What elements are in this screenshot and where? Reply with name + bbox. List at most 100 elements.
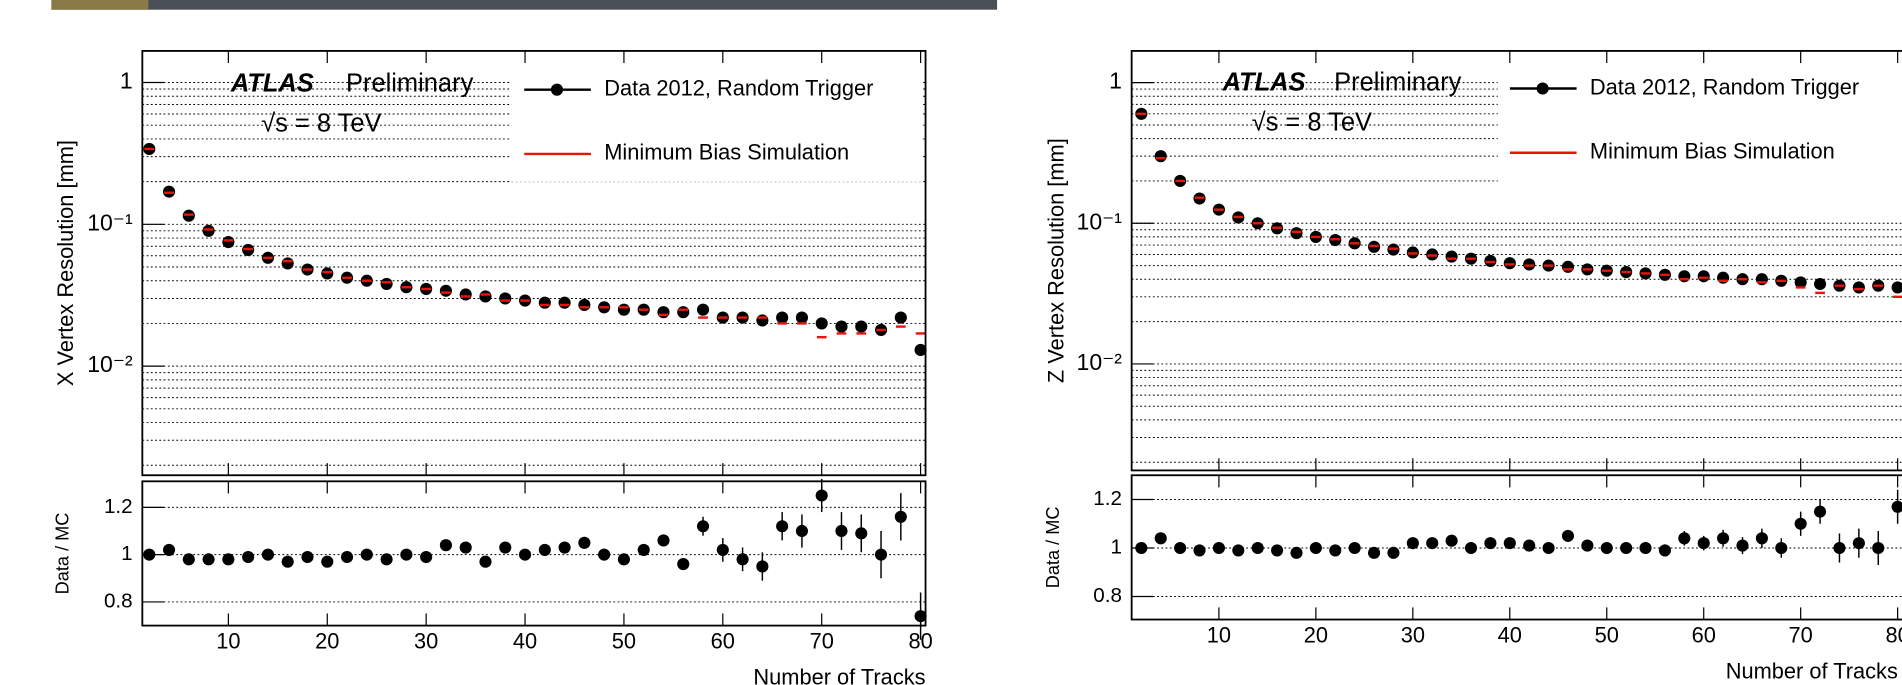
x-axis-label: Number of Tracks bbox=[1726, 659, 1898, 684]
ratio-point bbox=[815, 489, 828, 502]
ratio-point bbox=[1271, 544, 1284, 557]
data-point bbox=[795, 311, 808, 324]
ratio-point bbox=[301, 550, 314, 564]
legend-background bbox=[509, 66, 922, 182]
ratio-point bbox=[1503, 537, 1516, 550]
ratio-point bbox=[143, 548, 156, 561]
ratio-point bbox=[1678, 532, 1691, 545]
data-point bbox=[677, 306, 690, 319]
ratio-point bbox=[855, 527, 868, 540]
ratio-point bbox=[1794, 517, 1807, 530]
ratio-point bbox=[162, 543, 176, 556]
legend-marker bbox=[550, 83, 564, 96]
ratio-point bbox=[874, 548, 888, 561]
x-tick-label: 80 bbox=[1886, 622, 1902, 647]
ratio-point bbox=[1290, 546, 1303, 559]
ratio-point bbox=[1154, 532, 1167, 545]
panel-frame bbox=[141, 50, 927, 477]
annotation: Preliminary bbox=[1334, 68, 1462, 96]
ratio-point bbox=[1464, 541, 1478, 555]
ratio-point bbox=[1542, 541, 1555, 555]
panel-frame bbox=[1130, 50, 1902, 472]
ratio-point bbox=[182, 553, 195, 566]
x-tick-label: 70 bbox=[810, 628, 834, 653]
ratio-point bbox=[696, 520, 710, 533]
data-point bbox=[1678, 270, 1691, 283]
ratio-point bbox=[677, 558, 690, 571]
y-tick-label: 1 bbox=[120, 68, 133, 94]
ratio-point bbox=[1406, 537, 1419, 550]
ratio-point bbox=[242, 550, 255, 564]
data-point bbox=[1852, 281, 1865, 294]
ratio-point bbox=[1852, 537, 1865, 550]
ratio-point bbox=[835, 524, 848, 538]
ratio-point bbox=[736, 553, 749, 566]
ratio-point bbox=[321, 555, 334, 568]
data-point bbox=[1154, 150, 1167, 163]
ratio-point bbox=[222, 553, 235, 566]
ratio-point bbox=[1309, 541, 1322, 555]
ratio-point bbox=[420, 550, 433, 564]
data-point bbox=[380, 277, 393, 290]
x-tick-label: 40 bbox=[513, 628, 537, 653]
legend-background bbox=[1497, 66, 1902, 182]
ratio-point bbox=[360, 548, 373, 561]
ratio-point bbox=[1523, 539, 1536, 552]
data-point bbox=[321, 267, 334, 280]
x-axis-label: Number of Tracks bbox=[753, 665, 925, 685]
data-point bbox=[479, 290, 492, 303]
annotation: √s = 8 TeV bbox=[261, 110, 381, 138]
legend-marker bbox=[1536, 82, 1549, 95]
ratio-point bbox=[637, 543, 650, 556]
ratio-point bbox=[558, 541, 571, 554]
ratio-point bbox=[1600, 541, 1613, 555]
y-tick-label: 10⁻¹ bbox=[1077, 208, 1123, 234]
data-point bbox=[558, 296, 571, 309]
y-tick-label: 0.8 bbox=[104, 589, 133, 612]
ratio-point bbox=[202, 553, 215, 566]
data-point bbox=[202, 224, 215, 237]
ratio-point bbox=[894, 510, 907, 523]
data-point bbox=[1814, 277, 1827, 291]
ratio-point bbox=[795, 524, 808, 538]
ratio-point bbox=[1484, 537, 1497, 550]
ratio-point bbox=[380, 553, 393, 566]
ratio-point bbox=[538, 543, 551, 556]
data-point bbox=[499, 292, 512, 305]
y-tick-label: 1 bbox=[121, 542, 132, 565]
ratio-point bbox=[1775, 541, 1788, 555]
y-tick-label: 10⁻² bbox=[87, 351, 133, 377]
data-point bbox=[578, 298, 591, 312]
ratio-point bbox=[340, 550, 354, 564]
y-axis-label: Z Vertex Resolution [mm] bbox=[1043, 138, 1068, 383]
data-point bbox=[855, 320, 868, 333]
banner-strip-accent bbox=[51, 0, 149, 10]
y-tick-label: 0.8 bbox=[1093, 584, 1122, 607]
ratio-point bbox=[1193, 544, 1206, 557]
y-axis-label: Data / MC bbox=[52, 513, 72, 595]
data-point bbox=[1445, 250, 1458, 263]
ratio-point bbox=[1581, 539, 1594, 552]
ratio-point bbox=[439, 539, 452, 552]
data-point bbox=[1561, 260, 1575, 273]
x-tick-label: 20 bbox=[1304, 622, 1328, 647]
data-point bbox=[756, 314, 769, 327]
data-point bbox=[222, 235, 235, 249]
ratio-point bbox=[657, 534, 670, 547]
ratio-point bbox=[598, 548, 611, 561]
data-point bbox=[1794, 276, 1807, 289]
y-axis-label: X Vertex Resolution [mm] bbox=[53, 140, 78, 386]
legend-label: Data 2012, Random Trigger bbox=[1590, 74, 1859, 99]
ratio-point bbox=[1658, 544, 1671, 557]
ratio-point bbox=[914, 610, 927, 623]
ratio-point bbox=[1445, 534, 1458, 547]
data-point bbox=[459, 288, 472, 301]
ratio-point bbox=[1755, 532, 1768, 545]
ratio-point bbox=[716, 543, 729, 556]
y-tick-label: 1.2 bbox=[1093, 487, 1122, 510]
x-tick-label: 10 bbox=[216, 628, 240, 653]
data-point bbox=[617, 303, 630, 316]
annotation: Preliminary bbox=[346, 70, 474, 98]
y-tick-label: 1.2 bbox=[104, 495, 133, 518]
ratio-point bbox=[400, 548, 413, 561]
